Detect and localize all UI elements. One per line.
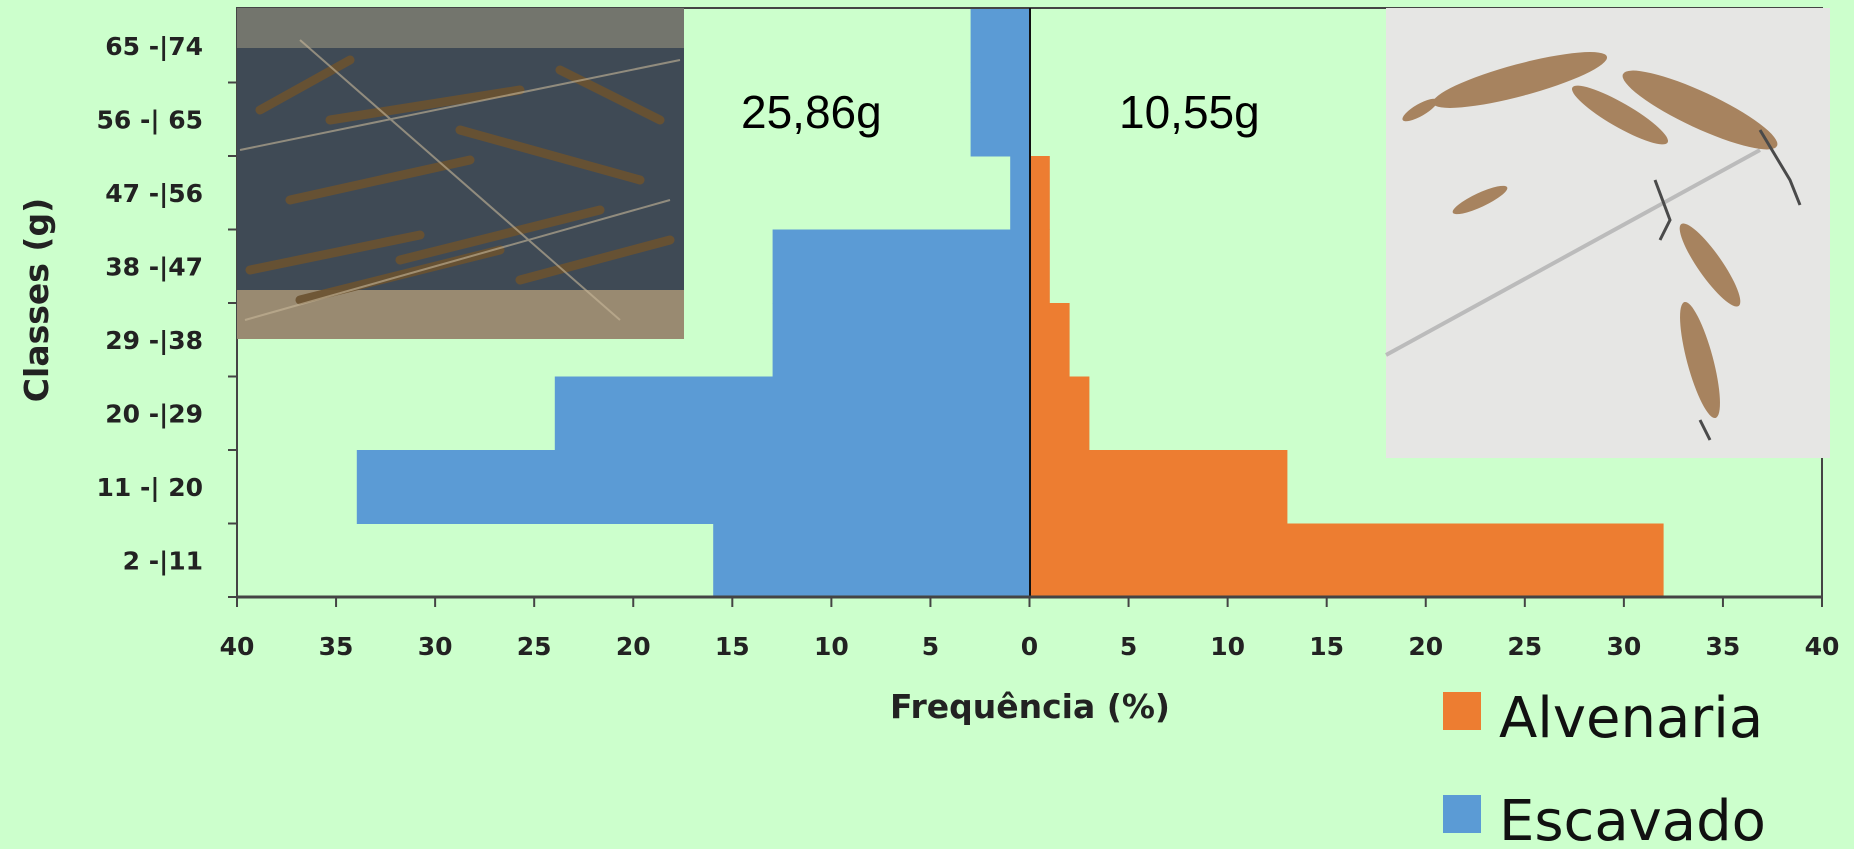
legend-label-escavado: Escavado (1499, 789, 1766, 849)
x-tick-label: 15 (715, 632, 750, 661)
legend: Alvenaria Escavado (1443, 686, 1766, 849)
x-tick-label: 40 (220, 632, 255, 661)
escavado-bar-7 (970, 9, 1030, 83)
x-tick-label: 5 (922, 632, 939, 661)
alvenaria-bar-5 (1030, 156, 1050, 230)
y-tick-label: 56 -| 65 (97, 105, 204, 134)
escavado-mean-mass: 25,86g (741, 86, 882, 138)
y-axis-title: Classes (g) (17, 198, 56, 402)
x-tick-label: 5 (1120, 632, 1137, 661)
legend-label-alvenaria: Alvenaria (1499, 686, 1763, 751)
x-tick-label: 20 (616, 632, 651, 661)
x-tick-label: 25 (517, 632, 552, 661)
x-tick-label: 30 (1606, 632, 1641, 661)
x-tick-label: 0 (1021, 632, 1038, 661)
x-tick-label: 35 (319, 632, 354, 661)
y-tick-label: 20 -|29 (105, 399, 203, 428)
escavado-bar-4 (772, 229, 1030, 304)
x-tick-label: 30 (418, 632, 453, 661)
escavado-bar-6 (970, 82, 1030, 157)
y-tick-label: 11 -| 20 (97, 473, 204, 502)
y-tick-label: 65 -|74 (105, 32, 203, 61)
escavado-bar-3 (772, 303, 1030, 377)
escavado-bar-5 (1010, 156, 1030, 230)
shrimp-pond-photo (237, 8, 684, 339)
x-tick-label: 10 (814, 632, 849, 661)
y-tick-label: 47 -|56 (105, 179, 203, 208)
escavado-bar-0 (713, 523, 1030, 598)
legend-swatch-escavado (1443, 795, 1481, 833)
x-axis-ticks: 40 35 30 25 20 15 10 5 0 5 10 15 20 25 30 35 40 (220, 597, 1840, 661)
alvenaria-bar-3 (1030, 303, 1070, 377)
y-axis-ticks: 2 -|11 11 -| 20 20 -|29 29 -|38 38 -|47 47 -|… (97, 32, 237, 598)
x-tick-label: 40 (1805, 632, 1840, 661)
escavado-bar-2 (554, 376, 1030, 451)
y-tick-label: 38 -|47 (105, 252, 203, 281)
shrimp-bowl-photo (1385, 8, 1830, 458)
escavado-bars (356, 9, 1030, 598)
alvenaria-bars (1030, 156, 1664, 598)
x-tick-label: 25 (1507, 632, 1542, 661)
x-tick-label: 35 (1706, 632, 1741, 661)
escavado-bar-1 (356, 450, 1030, 524)
y-tick-label: 2 -|11 (123, 546, 203, 575)
alvenaria-bar-2 (1030, 376, 1090, 451)
x-tick-label: 10 (1210, 632, 1245, 661)
y-tick-label: 29 -|38 (105, 326, 203, 355)
x-tick-label: 15 (1309, 632, 1344, 661)
alvenaria-bar-0 (1030, 523, 1664, 598)
alvenaria-mean-mass: 10,55g (1119, 86, 1260, 138)
alvenaria-bar-1 (1030, 450, 1288, 524)
x-tick-label: 20 (1408, 632, 1443, 661)
x-axis-title: Frequência (%) (890, 687, 1170, 726)
legend-swatch-alvenaria (1443, 692, 1481, 730)
alvenaria-bar-4 (1030, 229, 1050, 304)
